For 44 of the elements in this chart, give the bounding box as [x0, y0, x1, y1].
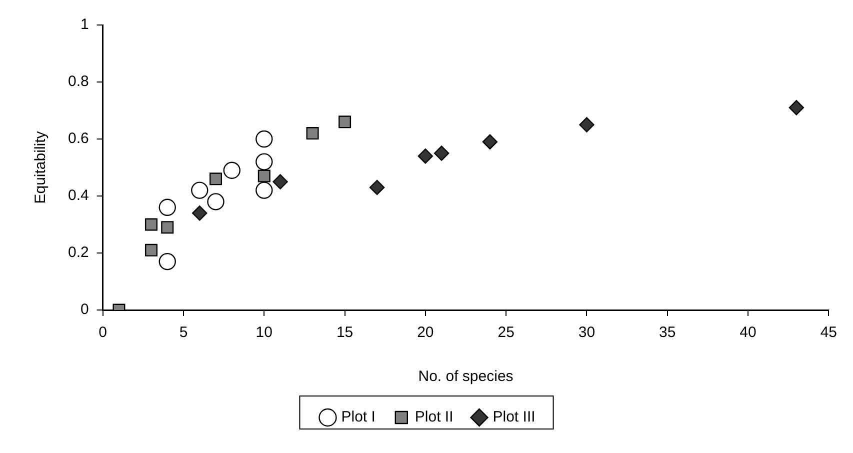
- y-tick-label: 0.2: [68, 244, 89, 262]
- x-tick-label: 20: [417, 324, 434, 342]
- y-tick-label: 0.6: [68, 130, 89, 148]
- point: [158, 252, 176, 270]
- point: [223, 162, 240, 179]
- x-axis-title: No. of species: [418, 368, 514, 386]
- y-tick-label: 0.4: [68, 187, 89, 204]
- point: [210, 172, 222, 186]
- x-tick-label: 15: [336, 324, 354, 342]
- point: [482, 134, 498, 150]
- y-tick-label: 0: [80, 301, 89, 318]
- legend-label: Plot II: [414, 408, 454, 426]
- point: [144, 218, 158, 231]
- point: [434, 146, 450, 161]
- point: [258, 170, 270, 182]
- point: [207, 193, 224, 210]
- point: [158, 198, 176, 216]
- point: [369, 180, 385, 196]
- point: [161, 221, 174, 234]
- point: [192, 206, 208, 221]
- x-tick-label: 40: [740, 324, 756, 342]
- legend-label: Plot I: [341, 408, 376, 426]
- y-tick-label: 1: [80, 16, 89, 34]
- point: [256, 130, 273, 148]
- x-tick-label: 0: [98, 324, 108, 342]
- point: [306, 127, 319, 140]
- x-tick-label: 45: [820, 324, 837, 342]
- point: [579, 117, 594, 132]
- point: [418, 148, 434, 164]
- x-tick-label: 5: [179, 324, 188, 342]
- legend-label: Plot III: [492, 408, 536, 426]
- point: [256, 182, 273, 199]
- x-tick-label: 25: [498, 324, 514, 342]
- x-tick-label: 30: [578, 324, 596, 342]
- point: [788, 100, 804, 116]
- point: [256, 153, 273, 170]
- point: [144, 244, 158, 256]
- point: [272, 174, 288, 190]
- point: [338, 116, 352, 128]
- x-tick-label: 10: [256, 324, 272, 342]
- y-axis-title: Equitability: [32, 130, 50, 204]
- y-tick-label: 0.8: [68, 73, 89, 90]
- x-tick-label: 35: [659, 324, 676, 342]
- point: [191, 182, 208, 199]
